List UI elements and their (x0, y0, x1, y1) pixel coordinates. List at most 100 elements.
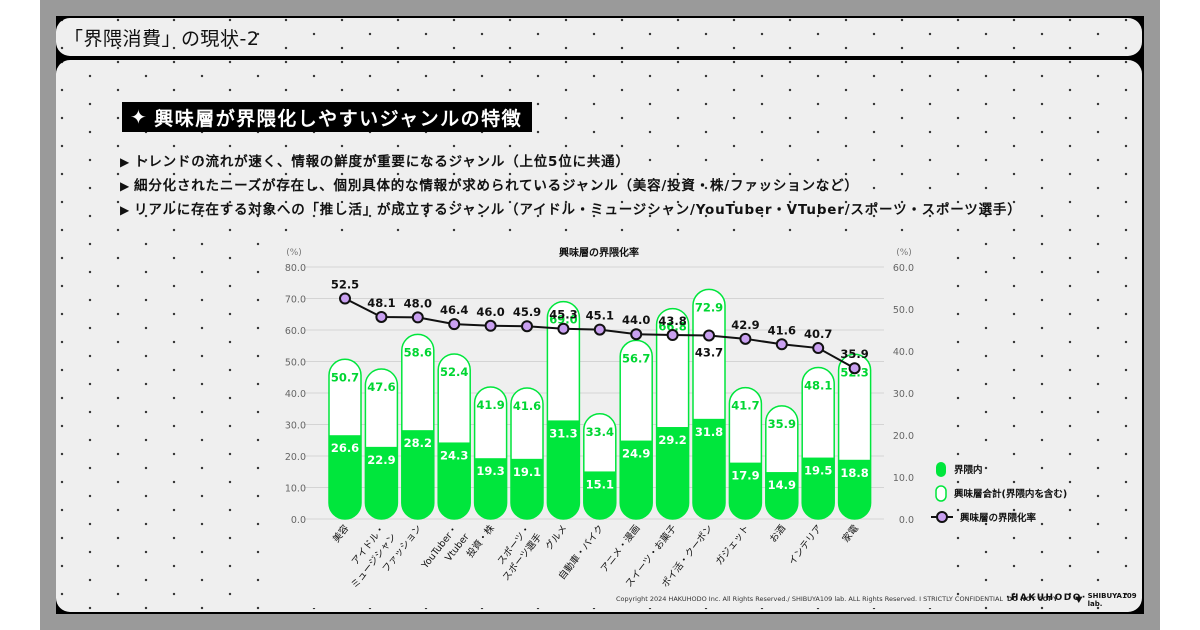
bar-total-outline (510, 387, 544, 520)
right-tick-label: 60.0 (893, 263, 914, 274)
bar-kaiwai-label: 15.1 (586, 477, 614, 491)
rate-label: 45.9 (513, 305, 541, 319)
bar-total-outline (583, 413, 617, 520)
bar-kaiwai-label: 14.9 (768, 478, 796, 492)
bar-kaiwai-label: 28.2 (404, 436, 432, 450)
bar-total-outline (546, 300, 581, 520)
bar-total-label: 52.4 (440, 365, 468, 379)
slide-frame: 「界隈消費」の現状-2 ✦ 興味層が界隈化しやすいジャンルの特徴 ▶ トレンドの流… (56, 16, 1144, 614)
bar-total-outline (328, 358, 362, 520)
left-tick-label: 30.0 (285, 421, 306, 432)
bar-kaiwai-label: 19.1 (513, 465, 541, 479)
bar-total-outline (437, 353, 471, 520)
bullet-text: リアルに存在する対象への「推し活」が成立するジャンル（アイドル・ミュージシャン/… (134, 202, 1022, 218)
bullet-text: 細分化されたニーズが存在し、個別具体的な情報が求められているジャンル（美容/投資… (134, 178, 859, 194)
legend-label-kaiwai: 界隈内 (954, 464, 983, 476)
shibuya-mark-icon: ⯆ (1074, 592, 1084, 607)
rate-marker (593, 323, 606, 336)
bar-total-label: 56.7 (622, 351, 650, 365)
x-axis-label-line: 家電 (840, 522, 861, 545)
bar-kaiwai (365, 446, 398, 519)
rate-marker (448, 318, 461, 331)
bar-group: 58.6 28.2 (401, 333, 435, 520)
bar-total-label: 72.9 (695, 300, 723, 314)
triangle-bullet-icon: ▶ (120, 203, 131, 217)
bullet-list: ▶ トレンドの流れが速く、情報の鮮度が重要になるジャンル（上位5位に共通） ▶ 細分… (120, 150, 1022, 222)
left-tick-label: 50.0 (285, 358, 306, 369)
rate-marker (666, 329, 679, 342)
bar-kaiwai (474, 458, 507, 520)
bar-total-label: 33.4 (586, 425, 614, 439)
left-tick-label: 0.0 (291, 515, 306, 526)
x-axis-label: ガジェット (714, 523, 752, 567)
bar-kaiwai (511, 458, 543, 519)
x-axis-label: お酒 (768, 523, 789, 545)
x-axis-label-line: インテリア (787, 523, 825, 567)
x-axis-label-line: お酒 (768, 523, 789, 545)
bar-total-outline (837, 353, 872, 520)
main-panel: ✦ 興味層が界隈化しやすいジャンルの特徴 ▶ トレンドの流れが速く、情報の鮮度が重… (56, 60, 1142, 612)
rate-label: 43.8 (658, 314, 686, 328)
bar-total-label: 41.7 (731, 399, 759, 413)
left-tick-label: 60.0 (285, 326, 306, 337)
bullet-item: ▶ リアルに存在する対象への「推し活」が成立するジャンル（アイドル・ミュージシャン… (120, 198, 1022, 222)
bar-kaiwai-label: 31.3 (549, 426, 577, 440)
bar-kaiwai-label: 22.9 (367, 453, 395, 467)
bar-kaiwai (547, 420, 580, 519)
bar-kaiwai (693, 418, 725, 519)
shibuya109-logo: ⯆ SHIBUYA109 lab. (1074, 592, 1144, 608)
rate-label: 42.9 (731, 318, 759, 332)
bar-kaiwai-label: 19.5 (804, 464, 832, 478)
rate-label: 44.0 (622, 313, 650, 327)
x-axis-label: 家電 (840, 522, 861, 545)
bar-kaiwai-label: 19.3 (476, 464, 504, 478)
legend-label-total: 興味層合計(界隈内を含む) (954, 488, 1067, 500)
rate-label: 52.5 (331, 278, 359, 292)
rate-marker (484, 319, 497, 332)
legend-swatch-total (935, 485, 947, 502)
legend: 界隈内 興味層合計(界隈内を含む) 興味層の界隈化率 (931, 462, 1067, 524)
rate-label: 35.9 (840, 347, 868, 361)
bar-total-label: 41.9 (476, 398, 504, 412)
bar-kaiwai-label: 17.9 (731, 469, 759, 483)
rate-label: 48.0 (404, 296, 432, 310)
rate-marker (557, 322, 570, 335)
bar-total-outline (765, 405, 799, 520)
bar-kaiwai (620, 440, 653, 519)
bar-group: 35.9 14.9 (765, 405, 799, 520)
bar-total-label: 66.8 (658, 320, 686, 334)
bar-kaiwai-label: 29.2 (658, 433, 686, 447)
left-tick-label: 80.0 (285, 263, 306, 274)
bar-group: 33.4 15.1 (583, 413, 617, 520)
triangle-bullet-icon: ▶ (120, 179, 131, 193)
legend-swatch-kaiwai (936, 462, 946, 477)
bullet-item: ▶ トレンドの流れが速く、情報の鮮度が重要になるジャンル（上位5位に共通） (120, 150, 1022, 174)
four-point-star-icon: ✦ (130, 105, 149, 129)
x-axis-label-line: 美容 (330, 522, 351, 545)
right-tick-label: 10.0 (893, 473, 914, 484)
rate-marker (521, 320, 533, 333)
bar-total-label: 47.6 (367, 380, 395, 394)
combo-chart: 興味層の界隈化率 (%) (%) 0.0 10.0 20.0 30.0 40.0 50.0… (285, 246, 1067, 591)
rate-marker (775, 338, 788, 351)
bar-total-label: 69.0 (549, 313, 577, 327)
bar-total-outline (619, 339, 653, 520)
right-tick-label: 40.0 (893, 347, 914, 358)
bar-total-label: 41.6 (513, 399, 541, 413)
bullet-item: ▶ 細分化されたニーズが存在し、個別具体的な情報が求められているジャンル（美容/投… (120, 174, 1022, 198)
bar-group: 47.6 22.9 (364, 368, 399, 520)
left-axis-unit: (%) (286, 248, 302, 258)
bar-total-outline (364, 368, 399, 520)
bar-kaiwai-label: 31.8 (695, 425, 723, 439)
title-panel: 「界隈消費」の現状-2 (56, 18, 1142, 56)
bar-total-label: 58.6 (404, 345, 432, 359)
bullet-text: トレンドの流れが速く、情報の鮮度が重要になるジャンル（上位5位に共通） (134, 154, 630, 170)
bar-kaiwai (656, 427, 689, 519)
rate-marker (339, 292, 351, 305)
shibuya-logo-text: SHIBUYA109 lab. (1087, 592, 1137, 608)
left-tick-label: 20.0 (285, 452, 306, 463)
bar-total-outline (401, 333, 435, 520)
chart-title: 興味層の界隈化率 (559, 246, 639, 259)
section-heading-text: 興味層が界隈化しやすいジャンルの特徴 (154, 107, 523, 130)
bar-group: 56.7 24.9 (619, 339, 653, 520)
